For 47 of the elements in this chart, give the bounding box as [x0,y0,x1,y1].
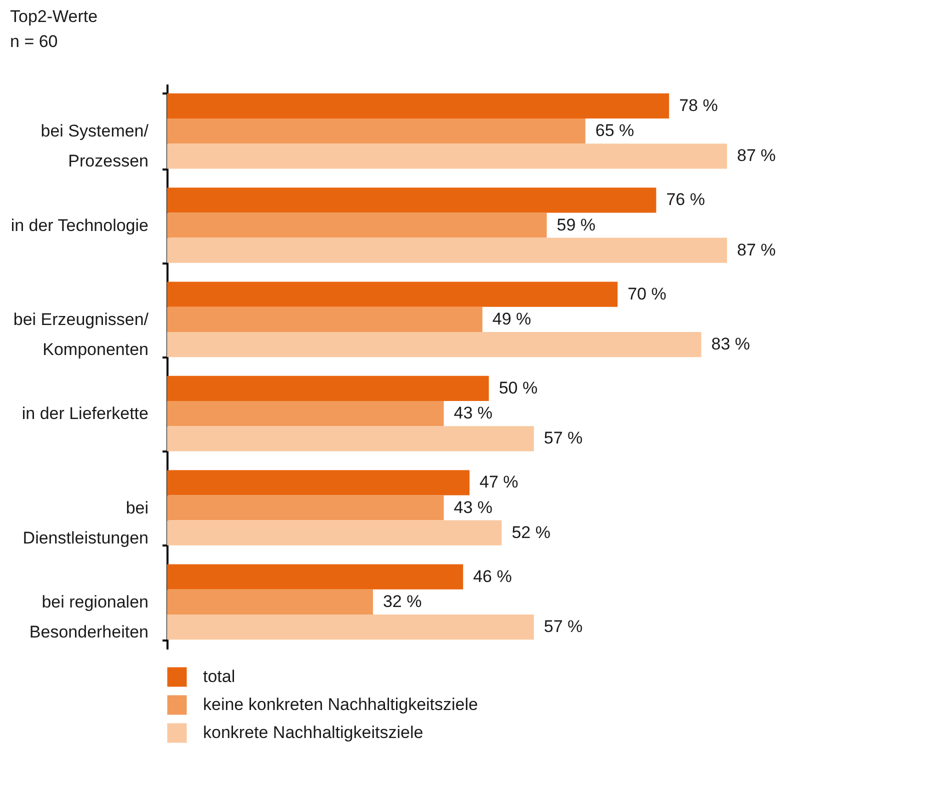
bar [167,426,534,452]
y-tick-label: bei Erzeugnissen/ Komponenten [13,310,149,359]
bar [167,282,618,307]
legend-label: total [203,667,236,686]
data-label: 59 % [556,215,596,234]
bar [167,212,547,238]
bar [167,144,727,169]
bar [167,564,464,590]
chart-title: Top2-Werte [10,7,98,26]
data-label: 57 % [544,428,583,448]
bar [167,520,502,546]
bar [167,118,586,144]
bar [167,401,444,426]
bar [167,332,702,358]
y-tick-label: bei Systemen/ Prozessen [40,122,149,171]
data-label: 70 % [628,284,666,304]
bar [167,495,444,520]
bar [167,614,534,640]
y-tick-label: bei Dienstleistungen [22,498,148,548]
data-label: 57 % [544,617,583,636]
data-label: 49 % [492,309,532,328]
data-label: 43 % [454,498,493,517]
bar [167,470,470,496]
legend-label: keine konkreten Nachhaltigkeitsziele [203,695,478,714]
bar [167,188,656,213]
data-label: 43 % [454,404,493,423]
data-label: 87 % [737,240,776,260]
data-label: 52 % [512,522,550,542]
bar [167,376,489,402]
bar [167,589,373,614]
data-label: 32 % [382,592,422,611]
data-label: 87 % [737,146,776,166]
data-label: 83 % [711,334,750,354]
data-label: 50 % [498,378,538,398]
y-tick-label: in der Lieferkette [22,404,148,424]
bar [167,306,482,332]
data-label: 78 % [679,96,718,115]
data-label: 46 % [473,566,512,586]
chart-subtitle: n = 60 [10,32,58,51]
data-label: 76 % [666,190,705,210]
bar [167,93,670,119]
data-label: 65 % [595,121,634,140]
legend-label: konkrete Nachhaltigkeitsziele [203,723,424,742]
y-tick-label: in der Technologie [10,216,148,235]
y-tick-label: bei regionalen Besonderheiten [29,592,148,642]
bar [167,238,727,263]
data-label: 47 % [480,472,518,492]
